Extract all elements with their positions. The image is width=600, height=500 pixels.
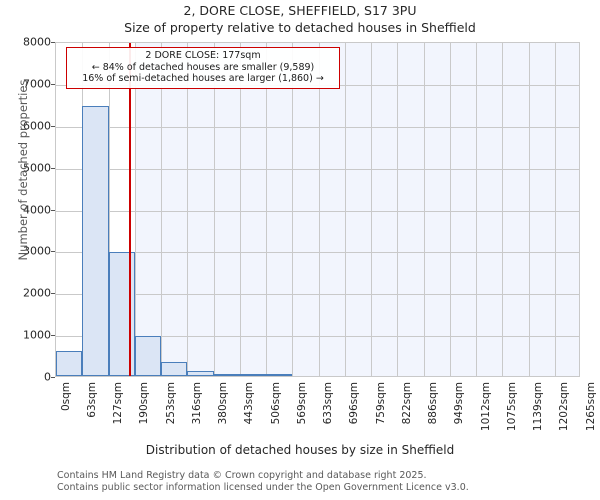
x-axis-tick-label: 127sqm [112,382,125,425]
footer-line-1: Contains HM Land Registry data © Crown c… [57,470,427,481]
gridline-vertical [134,43,136,376]
gridline-vertical [371,43,372,376]
larger-range-shading [134,43,579,376]
x-axis-tick-label: 1139sqm [532,382,545,432]
y-axis-tick-label: 5000 [23,161,51,175]
footer-line-2: Contains public sector information licen… [57,481,469,493]
x-axis-title: Distribution of detached houses by size … [145,443,455,457]
y-axis-tick-mark [51,293,55,295]
gridline-vertical [449,43,451,376]
gridline-vertical [213,43,215,376]
gridline-vertical [397,43,399,376]
x-axis-tick-label: 253sqm [164,382,177,425]
histogram-bar [213,373,240,376]
y-axis-tick-mark [51,377,55,378]
x-axis-tick-label: 380sqm [217,382,230,425]
y-axis-tick-label: 7000 [23,77,51,91]
x-axis-tick-label: 506sqm [269,382,282,425]
gridline-vertical [423,43,425,376]
histogram-bar [239,374,266,376]
gridline-vertical [239,43,241,376]
annotation-line-1: 2 DORE CLOSE: 177sqm [145,50,261,61]
y-axis-tick-mark [51,83,55,85]
x-axis-tick-label: 443sqm [243,382,256,425]
x-axis-tick-label: 0sqm [59,382,72,412]
x-axis-tick-label: 1075sqm [505,382,518,432]
y-axis-tick-label: 3000 [23,244,51,258]
gridline-vertical [266,43,267,376]
x-axis-tick-label: 569sqm [295,382,308,425]
annotation-line-3: 16% of semi-detached houses are larger (… [82,73,324,84]
x-axis-tick-label: 949sqm [453,382,466,425]
chart-subtitle: Size of property relative to detached ho… [124,20,476,35]
y-axis-tick-label: 4000 [23,203,51,216]
x-axis-tick-label: 1012sqm [479,382,492,432]
histogram-bar [82,105,109,376]
histogram-bar [56,351,83,376]
y-axis-tick-mark [51,251,55,253]
gridline-vertical [108,43,110,376]
gridline-vertical [476,43,477,376]
gridline-vertical [502,43,504,376]
y-axis-tick-labels: 0 1000 2000 3000 4000 5000 6000 7000 8000 [0,36,51,384]
gridline-horizontal [56,126,579,128]
histogram-bar [266,374,293,376]
histogram-bar [187,370,214,376]
property-annotation-box: 2 DORE CLOSE: 177sqm ← 84% of detached h… [66,47,340,89]
histogram-bar [134,335,161,376]
gridline-vertical [187,43,189,376]
plot-area [55,42,580,377]
y-axis-tick-label: 2000 [23,286,51,300]
property-size-marker-line [129,43,132,376]
annotation-line-2: ← 84% of detached houses are smaller (9,… [91,61,315,73]
x-axis-tick-label: 1202sqm [558,382,571,432]
y-axis-title: Number of detached properties [16,79,30,261]
gridline-vertical [528,43,530,376]
gridline-horizontal [56,336,579,338]
x-axis-tick-label: 696sqm [348,382,361,425]
histogram-bar [161,361,188,376]
x-axis-tick-label: 822sqm [400,382,413,425]
y-axis-tick-label: 0 [44,370,51,384]
gridline-vertical [554,43,556,376]
y-axis-tick-label: 8000 [23,35,51,49]
x-axis-tick-label: 316sqm [190,382,203,425]
y-axis-tick-mark [51,167,55,169]
gridline-horizontal [56,210,579,212]
x-axis-tick-label: 190sqm [138,382,151,425]
gridline-vertical [292,43,294,376]
gridline-horizontal [56,294,579,296]
y-axis-tick-mark [51,42,55,43]
x-axis-tick-label: 886sqm [427,382,440,425]
x-axis-tick-label: 633sqm [322,382,335,425]
y-axis-tick-label: 1000 [23,328,51,342]
gridline-vertical [161,43,162,376]
x-axis-tick-label: 1265sqm [584,382,597,432]
y-axis-tick-mark [51,125,55,127]
y-axis-tick-label: 6000 [23,119,51,133]
gridline-vertical [344,43,346,376]
x-axis-tick-labels: 0sqm 63sqm 127sqm 190sqm 253sqm 316sqm 380sqm 4… [0,382,600,442]
y-axis-tick-mark [51,209,55,211]
y-axis-tick-mark [51,335,55,337]
gridline-vertical [318,43,320,376]
gridline-horizontal [56,252,579,254]
chart-title: 2, DORE CLOSE, SHEFFIELD, S17 3PU [183,3,417,18]
x-axis-tick-label: 63sqm [85,382,98,418]
x-axis-tick-label: 759sqm [374,382,387,425]
attribution-footer: Contains HM Land Registry data © Crown c… [57,470,469,493]
gridline-horizontal [56,168,579,170]
